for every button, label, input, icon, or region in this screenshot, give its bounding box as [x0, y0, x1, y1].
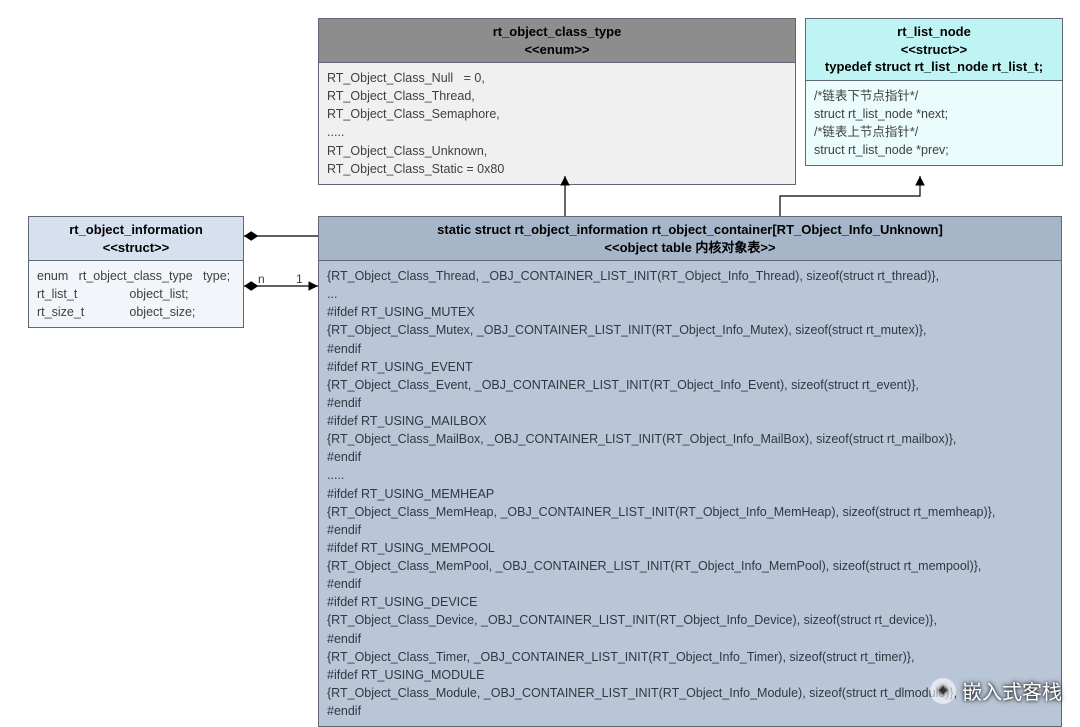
info-title: rt_object_information: [35, 221, 237, 239]
container-title: static struct rt_object_information rt_o…: [325, 221, 1055, 239]
uml-box-listnode-header: rt_list_node <<struct>> typedef struct r…: [806, 19, 1062, 81]
uml-box-enum: rt_object_class_type <<enum>> RT_Object_…: [318, 18, 796, 185]
uml-box-container-header: static struct rt_object_information rt_o…: [319, 217, 1061, 261]
enum-stereotype: <<enum>>: [325, 41, 789, 59]
enum-body: RT_Object_Class_Null = 0, RT_Object_Clas…: [319, 63, 795, 184]
listnode-subtitle: typedef struct rt_list_node rt_list_t;: [812, 58, 1056, 76]
uml-box-info: rt_object_information <<struct>> enum rt…: [28, 216, 244, 328]
container-stereotype: <<object table 内核对象表>>: [325, 239, 1055, 257]
info-stereotype: <<struct>>: [35, 239, 237, 257]
info-body: enum rt_object_class_type type; rt_list_…: [29, 261, 243, 327]
listnode-stereotype: <<struct>>: [812, 41, 1056, 59]
multiplicity-1: 1: [296, 272, 303, 286]
watermark-text: 嵌入式客栈: [962, 676, 1062, 705]
listnode-title: rt_list_node: [812, 23, 1056, 41]
uml-box-enum-header: rt_object_class_type <<enum>>: [319, 19, 795, 63]
edge-container-listnode: [780, 176, 920, 216]
listnode-body: /*链表下节点指针*/ struct rt_list_node *next; /…: [806, 81, 1062, 166]
watermark: ✦ 嵌入式客栈: [930, 676, 1062, 705]
multiplicity-n: n: [258, 272, 265, 286]
enum-title: rt_object_class_type: [325, 23, 789, 41]
uml-box-listnode: rt_list_node <<struct>> typedef struct r…: [805, 18, 1063, 166]
wechat-icon: ✦: [930, 678, 956, 704]
container-body: {RT_Object_Class_Thread, _OBJ_CONTAINER_…: [319, 261, 1061, 726]
uml-box-info-header: rt_object_information <<struct>>: [29, 217, 243, 261]
uml-box-container: static struct rt_object_information rt_o…: [318, 216, 1062, 727]
